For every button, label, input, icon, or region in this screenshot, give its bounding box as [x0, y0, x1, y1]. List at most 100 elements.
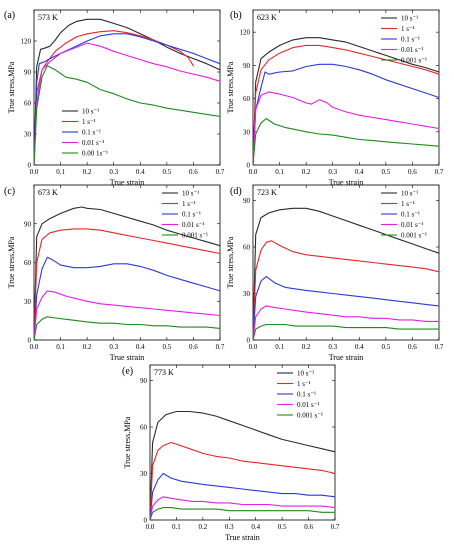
x-tick-label: 0.7	[435, 168, 444, 176]
y-tick-label: 30	[24, 131, 32, 139]
y-axis-label: True stress,MPa	[226, 236, 235, 288]
legend-label: 1 s⁻¹	[401, 200, 415, 208]
legend-label: 0.00 1s⁻¹	[82, 150, 108, 158]
x-tick-label: 0.4	[136, 168, 145, 176]
series-line-3	[33, 33, 221, 166]
y-tick-label: 0	[144, 517, 148, 525]
legend-label: 1 s⁻¹	[401, 25, 415, 33]
legend-label: 0.001 s⁻¹	[401, 232, 427, 240]
series-line-5	[33, 65, 221, 166]
x-tick-label: 0.7	[216, 168, 225, 176]
series-line-4	[149, 496, 336, 521]
series-line-1	[252, 37, 440, 166]
legend-label: 1 s⁻¹	[82, 118, 96, 126]
x-axis-label: True strain	[329, 353, 364, 362]
x-tick-label: 0.6	[189, 343, 198, 351]
series-line-3	[252, 275, 440, 341]
series-line-3	[149, 472, 336, 521]
x-tick-label: 0.3	[109, 343, 118, 351]
x-tick-label: 0.6	[189, 168, 198, 176]
y-tick-label: 120	[240, 29, 251, 37]
panel-letter: (a)	[4, 10, 15, 21]
y-tick-label: 60	[24, 259, 32, 267]
series-line-4	[252, 91, 440, 166]
x-tick-label: 0.1	[56, 168, 65, 176]
y-tick-label: 30	[243, 290, 251, 298]
series-line-4	[252, 305, 440, 341]
x-tick-label: 0.2	[302, 168, 311, 176]
legend-label: 0.1 s⁻¹	[401, 36, 420, 44]
series-line-1	[149, 410, 336, 521]
y-axis-label: True stress,MPa	[123, 416, 132, 468]
temperature-label: 573 K	[38, 13, 58, 22]
series-line-5	[33, 316, 221, 341]
panel-letter: (b)	[230, 10, 242, 21]
legend-label: 1 s⁻¹	[182, 200, 196, 208]
x-tick-label: 0.6	[408, 343, 417, 351]
series-line-3	[33, 256, 221, 341]
series-line-2	[252, 240, 440, 341]
plot-frame	[33, 184, 221, 341]
y-tick-label: 0	[28, 162, 32, 170]
panel-2: (b) 623 K 0.0 0.1 0.2 0.3 0.4 0.5 0.6 0.7 0 30 60 90 1…	[226, 9, 444, 187]
x-tick-label: 0.3	[109, 168, 118, 176]
y-tick-label: 0	[247, 337, 251, 345]
temperature-label: 623 K	[257, 13, 277, 22]
legend-label: 1 s⁻¹	[297, 380, 311, 388]
legend-label: 10 s⁻¹	[297, 370, 314, 378]
panel-5: (e) 773 K 0.0 0.1 0.2 0.3 0.4 0.5 0.6 0.7 0 30 60 90 T…	[122, 364, 340, 542]
legend-label: 10 s⁻¹	[82, 108, 99, 116]
panel-letter: (d)	[230, 186, 242, 197]
series-line-5	[252, 323, 440, 341]
x-tick-label: 0.3	[328, 168, 337, 176]
x-tick-label: 0.5	[278, 523, 287, 531]
series-line-5	[149, 507, 336, 521]
x-tick-label: 0.5	[381, 343, 390, 351]
series-line-2	[252, 44, 440, 166]
legend-label: 0.1 s⁻¹	[401, 211, 420, 219]
series-line-4	[33, 290, 221, 341]
legend-label: 0.01 s⁻¹	[401, 46, 424, 54]
y-tick-label: 90	[24, 220, 32, 228]
panel-4: (d) 723 K 0.0 0.1 0.2 0.3 0.4 0.5 0.6 0.7 0 30 60 90 T…	[226, 184, 444, 362]
y-axis-label: True stress,MPa	[7, 236, 16, 288]
x-tick-label: 0.5	[162, 343, 171, 351]
panel-3: (c) 673 K 0.0 0.1 0.2 0.3 0.4 0.5 0.6 0.7 0 30 60 90 T…	[4, 184, 225, 362]
x-tick-label: 0.4	[355, 168, 364, 176]
plot-frame	[252, 9, 440, 166]
x-tick-label: 0.2	[198, 523, 207, 531]
legend-label: 0.001 s⁻¹	[297, 412, 323, 420]
plot-frame	[149, 364, 336, 521]
series-line-5	[252, 117, 440, 166]
panel-1: (a) 573 K 0.0 0.1 0.2 0.3 0.4 0.5 0.6 0.7 0 30 60 90 1…	[4, 9, 225, 187]
legend-label: 0.01 s⁻¹	[82, 139, 105, 147]
x-tick-label: 0.4	[251, 523, 260, 531]
series-line-1	[252, 207, 440, 341]
legend-label: 0.1 s⁻¹	[82, 129, 101, 137]
y-axis-label: True stress,MPa	[7, 61, 16, 113]
x-tick-label: 0.2	[302, 343, 311, 351]
x-tick-label: 0.7	[435, 343, 444, 351]
series-line-2	[33, 228, 221, 341]
plot-frame	[33, 9, 221, 166]
y-tick-label: 30	[24, 298, 32, 306]
x-tick-label: 0.0	[30, 343, 39, 351]
legend-label: 0.1 s⁻¹	[297, 391, 316, 399]
series-line-1	[33, 206, 221, 341]
x-tick-label: 0.0	[249, 343, 258, 351]
series-line-4	[33, 42, 221, 166]
y-tick-label: 30	[140, 470, 148, 478]
x-tick-label: 0.3	[225, 523, 234, 531]
panel-letter: (c)	[4, 186, 15, 197]
x-axis-label: True strain	[110, 353, 145, 362]
x-tick-label: 0.3	[328, 343, 337, 351]
y-axis-label: True stress,MPa	[226, 61, 235, 113]
series-line-2	[149, 441, 336, 521]
legend-label: 0.001 s⁻¹	[401, 57, 427, 65]
legend-label: 0.01 s⁻¹	[297, 401, 320, 409]
y-tick-label: 60	[243, 244, 251, 252]
series-line-2	[33, 30, 194, 166]
x-tick-label: 0.4	[355, 343, 364, 351]
x-tick-label: 0.6	[304, 523, 313, 531]
